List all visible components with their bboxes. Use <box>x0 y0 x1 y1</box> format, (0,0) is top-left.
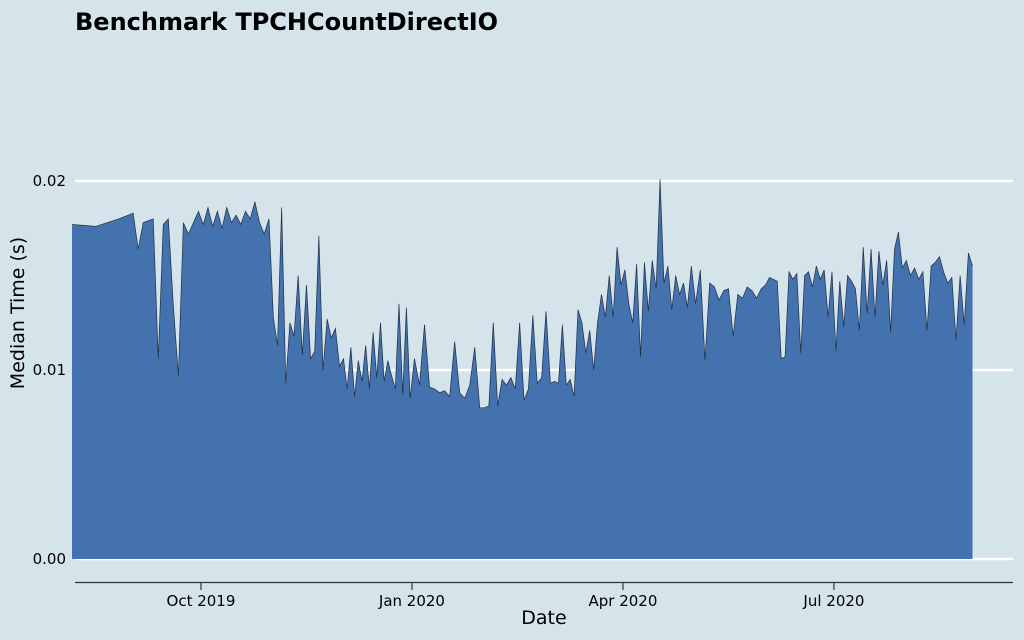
x-axis-label: Date <box>521 607 566 629</box>
y-tick-label: 0.01 <box>33 361 66 379</box>
chart-title: Benchmark TPCHCountDirectIO <box>75 8 498 36</box>
x-tick-label: Oct 2019 <box>167 592 236 610</box>
y-tick-label: 0.00 <box>33 550 66 568</box>
x-tick-label: Jul 2020 <box>802 592 864 610</box>
y-axis-label: Median Time (s) <box>7 237 29 389</box>
x-tick-label: Apr 2020 <box>588 592 657 610</box>
x-tick-label: Jan 2020 <box>378 592 445 610</box>
line <box>71 179 973 409</box>
area <box>72 179 973 560</box>
y-tick-label: 0.02 <box>33 172 66 190</box>
